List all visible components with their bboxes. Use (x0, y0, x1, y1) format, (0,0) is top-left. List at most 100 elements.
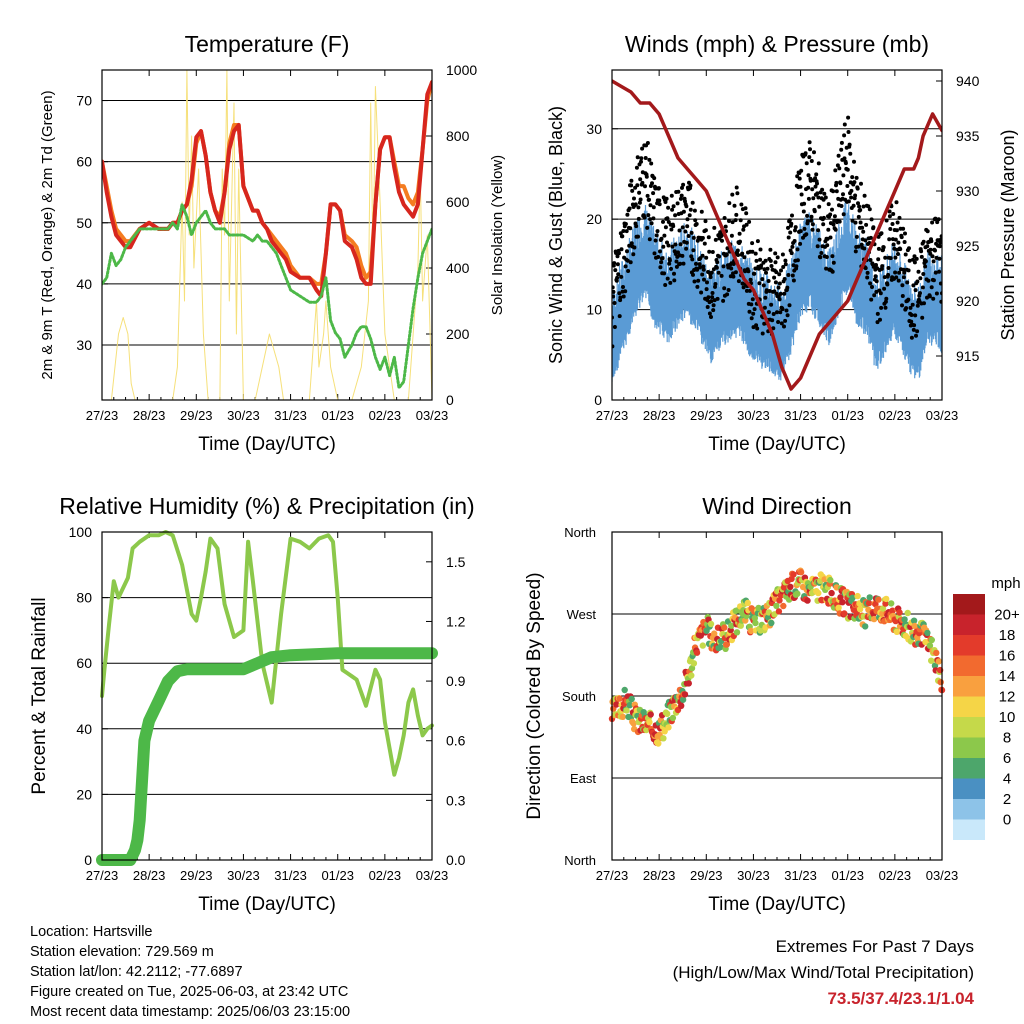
y-tick-label: 30 (586, 121, 602, 137)
gust-point (893, 255, 898, 260)
gust-point (684, 246, 689, 251)
gust-point (635, 183, 640, 188)
gust-point (692, 279, 697, 284)
gust-point (812, 209, 817, 214)
gust-point (918, 276, 923, 281)
gust-point (634, 165, 639, 170)
gust-point (816, 195, 821, 200)
x-tick-label: 29/23 (180, 868, 213, 883)
gust-point (699, 209, 704, 214)
gust-point (838, 181, 843, 186)
y2-tick-label: 800 (446, 128, 470, 144)
gust-point (794, 264, 799, 269)
direction-point (883, 595, 890, 603)
x-tick-label: 30/23 (737, 868, 770, 883)
y2-tick-label: 0.6 (446, 733, 466, 749)
plot-border (101, 531, 433, 861)
direction-point (865, 599, 873, 607)
gust-point (632, 245, 637, 250)
gust-point (616, 272, 621, 277)
gust-point (662, 271, 667, 276)
gust-point (933, 270, 938, 275)
gust-point (822, 191, 827, 196)
gust-point (923, 259, 928, 264)
gust-point (676, 250, 680, 255)
direction-point (794, 590, 801, 597)
gust-point (865, 275, 870, 280)
gust-point (872, 293, 877, 298)
gust-point (738, 218, 743, 223)
gust-point (931, 296, 936, 301)
gust-point (649, 161, 654, 166)
gust-point (691, 272, 695, 277)
gust-point (700, 253, 705, 258)
gust-point (908, 305, 913, 310)
x-tick-label: 29/23 (180, 408, 213, 423)
gust-point (810, 187, 815, 192)
gust-point (617, 291, 622, 296)
gust-point (929, 285, 934, 290)
gust-point (809, 218, 814, 223)
gust-point (627, 206, 632, 211)
gust-point (915, 303, 920, 308)
gust-point (879, 305, 884, 310)
y2-tick-label: 0.0 (446, 852, 466, 868)
gust-point (750, 297, 755, 302)
gust-point (900, 294, 905, 298)
gust-point (683, 199, 687, 204)
direction-point (896, 609, 903, 616)
gust-point (806, 173, 811, 178)
gust-point (628, 226, 633, 231)
gust-point (805, 219, 810, 224)
gust-point (672, 271, 676, 276)
legend-label: 0 (1003, 812, 1011, 829)
x-tick-label: 02/23 (879, 868, 912, 883)
gust-point (804, 232, 809, 237)
gust-point (926, 278, 931, 283)
gust-point (891, 242, 896, 247)
gust-point (870, 285, 874, 289)
direction-point (690, 660, 698, 667)
legend-label: 4 (1003, 771, 1011, 788)
gust-point (920, 285, 925, 290)
x-tick-label: 01/23 (831, 408, 864, 423)
gust-point (691, 248, 696, 253)
direction-point (937, 679, 944, 686)
gust-point (832, 214, 837, 219)
y2-tick-label: 0.3 (446, 792, 466, 808)
gust-point (797, 176, 802, 181)
direction-point (910, 617, 918, 624)
direction-point (839, 599, 846, 606)
direction-point (737, 622, 744, 629)
gust-point (805, 213, 810, 218)
extremes-subtitle: (High/Low/Max Wind/Total Precipitation) (672, 963, 974, 982)
gust-point (769, 264, 774, 268)
gust-point (659, 260, 664, 265)
gust-point (909, 313, 914, 317)
gust-point (748, 277, 753, 282)
gust-point (896, 240, 901, 245)
gust-point (660, 256, 665, 261)
gust-point (793, 225, 798, 230)
gust-point (750, 249, 755, 254)
gust-point (629, 241, 634, 246)
gust-point (778, 291, 783, 296)
gust-point (652, 176, 657, 181)
gust-point (733, 270, 738, 275)
gust-point (851, 203, 856, 208)
gust-point (850, 218, 855, 223)
gust-point (640, 180, 645, 185)
direction-point (815, 589, 822, 597)
gust-point (925, 229, 930, 234)
gust-point (847, 142, 852, 147)
y2-tick-label: 1.2 (446, 613, 466, 629)
gust-point (786, 225, 790, 230)
gust-point (726, 288, 731, 292)
gust-point (639, 159, 643, 164)
y-tick-label: 40 (76, 721, 92, 737)
gust-point (874, 263, 878, 267)
gust-point (734, 212, 739, 217)
gust-point (878, 291, 883, 296)
direction-point (835, 604, 842, 611)
gust-point (692, 208, 697, 213)
